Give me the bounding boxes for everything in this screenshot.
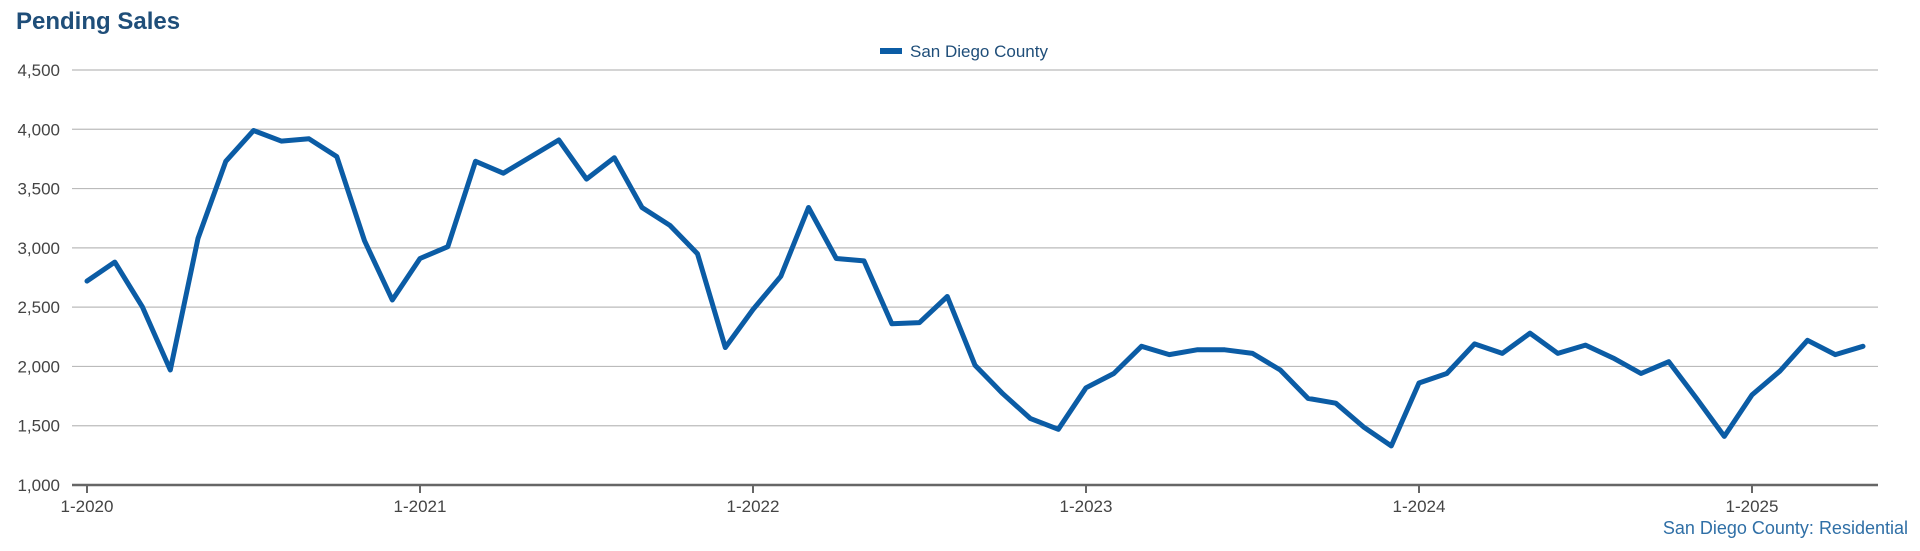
y-tick-label: 4,000 xyxy=(17,120,60,139)
data-point xyxy=(612,155,617,160)
data-point xyxy=(1528,331,1533,336)
data-point xyxy=(196,236,201,241)
data-point xyxy=(584,177,589,182)
data-point xyxy=(834,256,839,261)
data-point xyxy=(1722,434,1727,439)
x-tick-label: 1-2025 xyxy=(1726,497,1779,516)
legend: San Diego County xyxy=(880,42,1048,61)
data-point xyxy=(945,294,950,299)
x-tick-label: 1-2024 xyxy=(1393,497,1446,516)
data-point xyxy=(723,345,728,350)
data-point xyxy=(390,298,395,303)
data-point xyxy=(251,128,256,133)
data-point xyxy=(1056,427,1061,432)
data-point xyxy=(1111,371,1116,376)
x-axis: 1-2020 1-2021 1-2022 1-2023 1-2024 1-2025 xyxy=(61,483,1878,516)
data-point xyxy=(1417,381,1422,386)
data-point xyxy=(695,251,700,256)
data-point xyxy=(1389,443,1394,448)
y-axis-tick-labels: 1,000 1,500 2,000 2,500 3,000 3,500 4,000 4,500 xyxy=(17,61,60,495)
data-point xyxy=(1250,351,1255,356)
grid-lines xyxy=(72,69,1878,427)
data-point xyxy=(889,321,894,326)
y-tick-label: 2,000 xyxy=(17,357,60,376)
data-point xyxy=(1167,352,1172,357)
y-tick-label: 1,000 xyxy=(17,476,60,495)
data-point xyxy=(1084,385,1089,390)
data-point xyxy=(778,274,783,279)
data-point xyxy=(1028,416,1033,421)
data-point xyxy=(1195,347,1200,352)
data-point xyxy=(279,139,284,144)
data-point xyxy=(1639,371,1644,376)
y-tick-label: 1,500 xyxy=(17,417,60,436)
data-point xyxy=(667,223,672,228)
data-point xyxy=(445,244,450,249)
data-point xyxy=(1805,338,1810,343)
data-point xyxy=(640,205,645,210)
series-line-san-diego-county xyxy=(84,128,1866,449)
data-point xyxy=(1306,396,1311,401)
data-point xyxy=(140,305,145,310)
data-point xyxy=(1333,401,1338,406)
x-tick-label: 1-2022 xyxy=(727,497,780,516)
y-tick-label: 3,000 xyxy=(17,239,60,258)
data-point xyxy=(112,260,117,265)
data-point xyxy=(1694,396,1699,401)
data-point xyxy=(1444,371,1449,376)
y-tick-label: 4,500 xyxy=(17,61,60,80)
data-point xyxy=(307,136,312,141)
chart-footnote: San Diego County: Residential xyxy=(1662,518,1908,538)
y-tick-label: 2,500 xyxy=(17,298,60,317)
data-point xyxy=(1611,356,1616,361)
data-point xyxy=(973,363,978,368)
data-point xyxy=(168,367,173,372)
x-tick-label: 1-2020 xyxy=(61,497,114,516)
legend-label: San Diego County xyxy=(910,42,1048,61)
data-point xyxy=(1472,341,1477,346)
data-point xyxy=(751,307,756,312)
x-tick-label: 1-2021 xyxy=(394,497,447,516)
data-point xyxy=(1583,343,1588,348)
data-point xyxy=(1666,359,1671,364)
data-point xyxy=(1139,344,1144,349)
data-point xyxy=(1833,352,1838,357)
series-layer xyxy=(84,128,1866,449)
data-point xyxy=(418,256,423,261)
data-point xyxy=(1222,347,1227,352)
data-point xyxy=(1861,344,1866,349)
data-point xyxy=(556,137,561,142)
data-point xyxy=(223,159,228,164)
data-point xyxy=(1750,392,1755,397)
data-point xyxy=(529,154,534,159)
data-point xyxy=(806,205,811,210)
data-point xyxy=(334,154,339,159)
data-point xyxy=(362,238,367,243)
data-point xyxy=(501,171,506,176)
data-point xyxy=(85,279,90,284)
y-tick-label: 3,500 xyxy=(17,180,60,199)
chart-title: Pending Sales xyxy=(16,8,181,35)
data-point xyxy=(1000,391,1005,396)
x-tick-label: 1-2023 xyxy=(1060,497,1113,516)
data-point xyxy=(1555,351,1560,356)
data-point xyxy=(1361,424,1366,429)
data-point xyxy=(917,320,922,325)
data-point xyxy=(862,258,867,263)
data-point xyxy=(1777,369,1782,374)
data-point xyxy=(1278,367,1283,372)
data-point xyxy=(1500,351,1505,356)
data-point xyxy=(473,159,478,164)
